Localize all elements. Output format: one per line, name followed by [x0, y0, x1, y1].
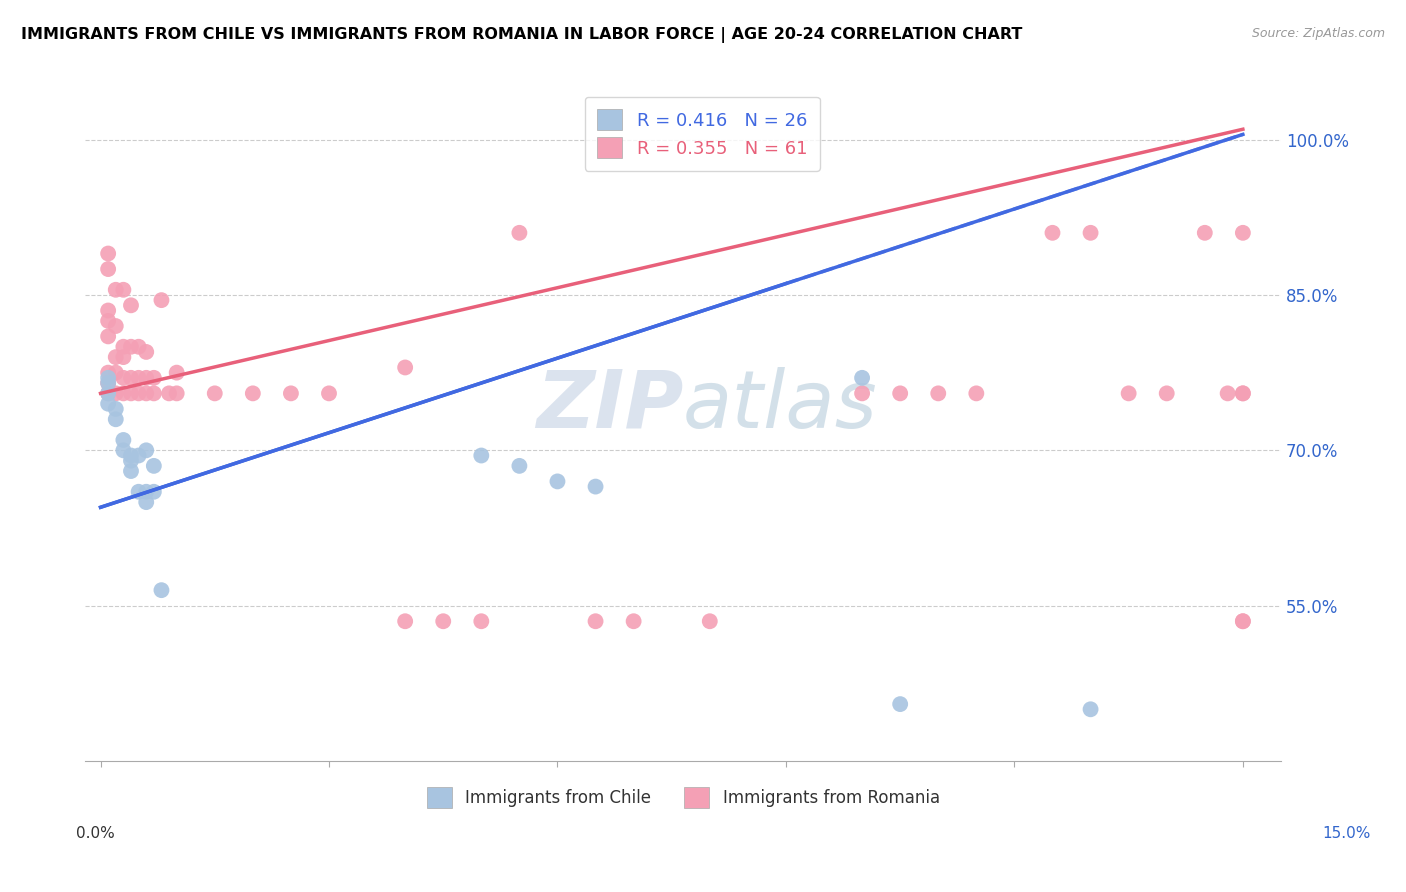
Point — [470, 614, 492, 628]
Point — [280, 386, 302, 401]
Point — [135, 495, 157, 509]
Point — [97, 262, 120, 277]
Point — [166, 366, 188, 380]
Point — [508, 226, 530, 240]
Point — [135, 443, 157, 458]
Text: 0.0%: 0.0% — [76, 827, 115, 841]
Point — [128, 484, 150, 499]
Point — [97, 376, 120, 390]
Point — [142, 458, 165, 473]
Point — [166, 386, 188, 401]
Point — [142, 371, 165, 385]
Text: atlas: atlas — [683, 367, 877, 444]
Text: Source: ZipAtlas.com: Source: ZipAtlas.com — [1251, 27, 1385, 40]
Point — [1232, 614, 1254, 628]
Point — [120, 449, 142, 463]
Point — [97, 397, 120, 411]
Point — [623, 614, 645, 628]
Point — [135, 484, 157, 499]
Point — [157, 386, 180, 401]
Point — [965, 386, 987, 401]
Point — [1232, 226, 1254, 240]
Point — [120, 371, 142, 385]
Point — [97, 386, 120, 401]
Point — [97, 376, 120, 390]
Point — [851, 386, 873, 401]
Text: ZIP: ZIP — [536, 367, 683, 444]
Point — [142, 484, 165, 499]
Point — [394, 614, 416, 628]
Point — [112, 443, 135, 458]
Point — [1232, 386, 1254, 401]
Point — [1156, 386, 1178, 401]
Point — [104, 283, 127, 297]
Point — [120, 298, 142, 312]
Point — [432, 614, 454, 628]
Point — [1232, 386, 1254, 401]
Point — [135, 386, 157, 401]
Point — [97, 386, 120, 401]
Point — [1118, 386, 1140, 401]
Point — [470, 449, 492, 463]
Point — [546, 475, 568, 489]
Point — [927, 386, 949, 401]
Point — [97, 314, 120, 328]
Point — [585, 614, 607, 628]
Point — [104, 366, 127, 380]
Point — [97, 366, 120, 380]
Point — [112, 433, 135, 447]
Point — [120, 340, 142, 354]
Point — [889, 697, 911, 711]
Point — [508, 458, 530, 473]
Point — [112, 283, 135, 297]
Point — [1232, 614, 1254, 628]
Point — [142, 386, 165, 401]
Point — [851, 371, 873, 385]
Point — [1042, 226, 1064, 240]
Point — [394, 360, 416, 375]
Point — [699, 614, 721, 628]
Point — [1194, 226, 1216, 240]
Point — [128, 371, 150, 385]
Text: IMMIGRANTS FROM CHILE VS IMMIGRANTS FROM ROMANIA IN LABOR FORCE | AGE 20-24 CORR: IMMIGRANTS FROM CHILE VS IMMIGRANTS FROM… — [21, 27, 1022, 43]
Point — [318, 386, 340, 401]
Point — [135, 345, 157, 359]
Point — [97, 246, 120, 260]
Point — [1080, 226, 1102, 240]
Point — [120, 386, 142, 401]
Point — [120, 464, 142, 478]
Point — [120, 453, 142, 467]
Point — [128, 449, 150, 463]
Legend: Immigrants from Chile, Immigrants from Romania: Immigrants from Chile, Immigrants from R… — [420, 780, 946, 814]
Point — [112, 371, 135, 385]
Point — [104, 412, 127, 426]
Point — [135, 371, 157, 385]
Text: 15.0%: 15.0% — [1323, 827, 1371, 841]
Point — [1080, 702, 1102, 716]
Point — [204, 386, 226, 401]
Point — [1216, 386, 1239, 401]
Point — [150, 583, 173, 598]
Point — [104, 319, 127, 334]
Point — [585, 480, 607, 494]
Point — [889, 386, 911, 401]
Point — [104, 401, 127, 416]
Point — [150, 293, 173, 307]
Point — [112, 386, 135, 401]
Point — [128, 386, 150, 401]
Point — [128, 340, 150, 354]
Point — [104, 386, 127, 401]
Point — [97, 329, 120, 343]
Point — [104, 350, 127, 364]
Point — [112, 340, 135, 354]
Point — [242, 386, 264, 401]
Point — [97, 371, 120, 385]
Point — [112, 350, 135, 364]
Point — [97, 303, 120, 318]
